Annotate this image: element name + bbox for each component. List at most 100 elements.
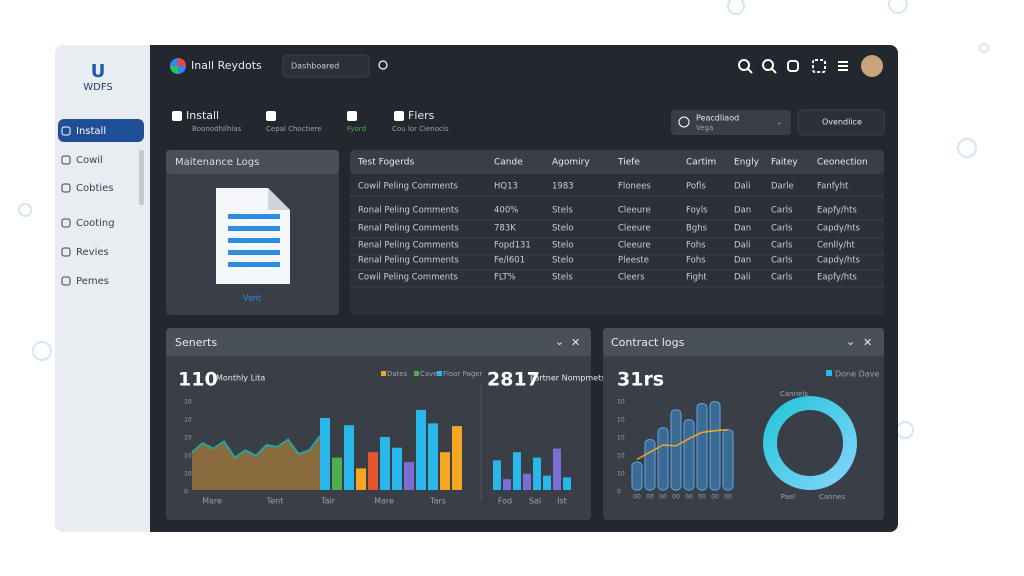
close[interactable]: ✕ [863, 336, 872, 349]
bar [452, 426, 462, 490]
donut-x-label: Pael [781, 493, 796, 501]
table-cell: 783K [494, 224, 516, 234]
table-cell: Capdy/hts [817, 224, 861, 234]
contract-legend: Done Dave [835, 370, 879, 379]
table-cell: Dan [734, 256, 751, 266]
x-label: Tent [266, 497, 284, 506]
x-label: Mare [202, 497, 222, 506]
donut-x-label: Cannes [819, 493, 845, 501]
table-cell: Stels [552, 273, 573, 283]
bar [416, 409, 426, 490]
bar [683, 419, 695, 491]
table-cell: Eapfy/hts [817, 206, 857, 216]
bar [380, 436, 390, 490]
senerts-title: Senerts [175, 336, 217, 349]
table-cell: Cowil Peling Comments [358, 273, 458, 283]
nav-icon [61, 183, 71, 193]
table-cell: Carls [771, 224, 793, 234]
app-name: Inall Reydots [191, 59, 262, 72]
tab-icon[interactable] [172, 111, 182, 121]
bar [404, 462, 414, 490]
table-header: Ceonection [817, 158, 868, 168]
table-cell: Dan [734, 224, 751, 234]
search-box[interactable] [282, 54, 370, 78]
x-label: 00 [698, 494, 706, 501]
bar [320, 418, 330, 490]
legend-swatch [414, 371, 419, 376]
nav-active[interactable] [58, 119, 144, 142]
table-cell: Renal Peling Comments [358, 224, 459, 234]
contract-title: Contract logs [611, 336, 685, 349]
table-cell: Dali [734, 241, 750, 251]
bar [670, 409, 682, 491]
filter[interactable] [797, 109, 885, 136]
table-cell: Fe/l601 [494, 256, 525, 266]
table-cell: Fohs [686, 256, 706, 266]
nav-item[interactable]: Revies [76, 247, 109, 258]
table-cell: Renal Peling Comments [358, 241, 459, 251]
donut-label: Cannels [780, 390, 808, 398]
stat: 110 [178, 369, 218, 391]
file-name: Vant [243, 294, 261, 303]
nav-item[interactable]: Install [76, 126, 106, 137]
minimize[interactable]: ⌄ [555, 335, 564, 348]
y-tick-label: 10 [184, 471, 192, 478]
x-label: 00 [659, 494, 667, 501]
minimize[interactable]: ⌄ [846, 335, 855, 348]
bar [440, 452, 450, 490]
x-label: 00 [724, 494, 732, 501]
nav-icon [61, 247, 71, 257]
dropdown[interactable] [671, 110, 791, 135]
close[interactable]: ✕ [571, 336, 580, 349]
top-icons[interactable] [378, 59, 848, 74]
y-tick-label: 10 [184, 399, 192, 406]
table-cell: Pofls [686, 182, 706, 192]
table-cell: Dali [734, 273, 750, 283]
bar [493, 460, 501, 490]
table-cell: Cleeure [618, 224, 651, 234]
tab-icon[interactable] [347, 111, 357, 121]
table-cell: Dali [734, 182, 750, 192]
table-cell: Cenlly/ht [817, 241, 856, 251]
nav-item[interactable]: Pemes [76, 276, 109, 287]
bar [428, 423, 438, 490]
table-cell: Ronal Peling Comments [358, 206, 459, 216]
bar [368, 452, 378, 490]
y-tick-label: 10 [617, 471, 625, 478]
legend-label: Cave [420, 370, 438, 378]
x-label: 00 [646, 494, 654, 501]
y-tick-label: 10 [184, 453, 192, 460]
table-cell: 400% [494, 206, 518, 216]
x-label: 00 [633, 494, 641, 501]
legend-label: Dates [387, 370, 408, 378]
y-tick-label: 10 [617, 453, 625, 460]
x-label: Fod [498, 497, 512, 506]
table-cell: Cleeure [618, 241, 651, 251]
x-label: Tair [320, 497, 336, 506]
tab-sub: Fyord [347, 125, 366, 133]
nav-icon [61, 155, 71, 165]
stat-label: Monthly Lita [216, 374, 265, 383]
filter-label: Ovendlice [822, 118, 862, 127]
table-cell: Carls [771, 273, 793, 283]
legend-swatch [381, 371, 386, 376]
tab-icon[interactable] [266, 111, 276, 121]
doc-icon [216, 188, 290, 284]
chevron: ⌄ [776, 118, 783, 127]
avatar[interactable] [861, 55, 883, 77]
nav-item[interactable]: Cobties [76, 183, 114, 194]
stat2-label: Partner Nompmets [530, 374, 605, 383]
bar [392, 447, 402, 490]
bar [513, 452, 521, 490]
nav-item[interactable]: Cooting [76, 218, 115, 229]
bar [332, 457, 342, 490]
table-cell: Carls [771, 206, 793, 216]
scrollbar [139, 150, 144, 205]
nav-item[interactable]: Cowil [76, 155, 103, 166]
y-tick-label: 10 [184, 435, 192, 442]
bar [553, 448, 561, 490]
table-cell: Flonees [618, 182, 651, 192]
tab-icon[interactable] [394, 111, 404, 121]
dropdown-label: Peacdliaod [696, 114, 739, 123]
